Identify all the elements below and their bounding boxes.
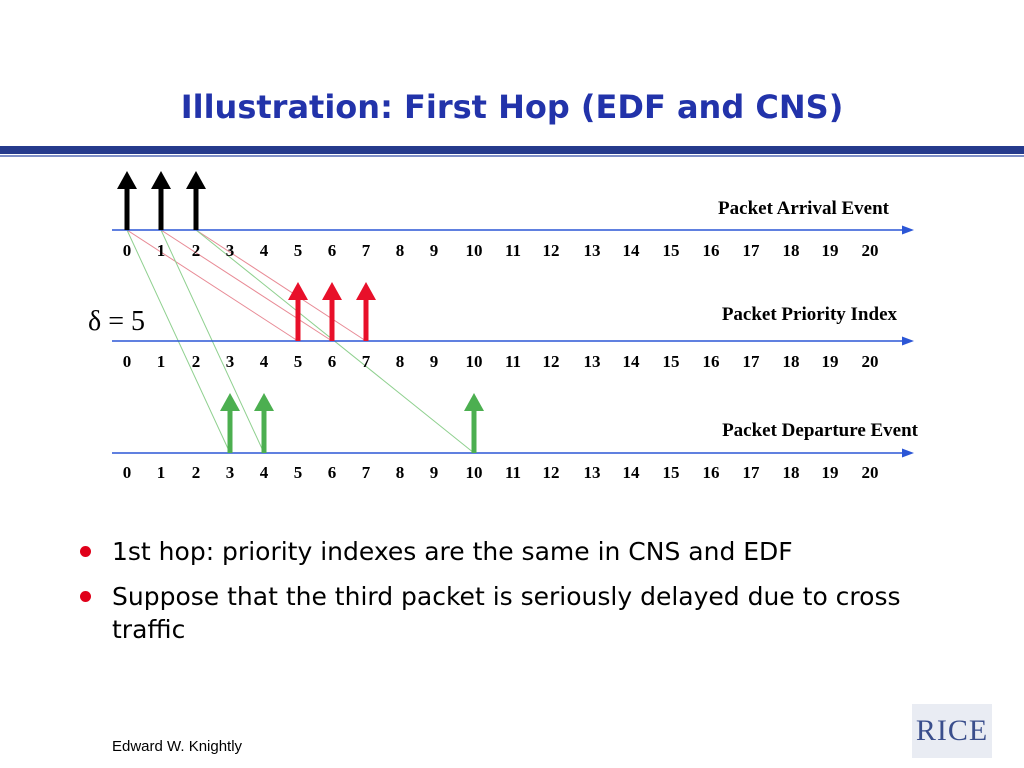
tick-label: 8 <box>396 352 405 371</box>
tick-label: 16 <box>703 241 720 260</box>
delta-label: δ = 5 <box>88 306 145 337</box>
tick-label: 0 <box>123 463 132 482</box>
tick-label: 2 <box>192 352 201 371</box>
tick-label: 10 <box>466 352 483 371</box>
tick-label: 12 <box>543 241 560 260</box>
tick-label: 8 <box>396 463 405 482</box>
tick-label: 14 <box>623 241 641 260</box>
tick-label: 11 <box>505 241 521 260</box>
tick-label: 5 <box>294 463 303 482</box>
bullet-item: 1st hop: priority indexes are the same i… <box>78 535 958 568</box>
tick-label: 2 <box>192 241 201 260</box>
timeline-title: Packet Arrival Event <box>718 198 890 219</box>
tick-label: 7 <box>362 352 371 371</box>
tick-label: 15 <box>663 352 680 371</box>
tick-label: 16 <box>703 463 720 482</box>
tick-label: 1 <box>157 352 166 371</box>
tick-label: 7 <box>362 241 371 260</box>
tick-label: 1 <box>157 463 166 482</box>
tick-label: 0 <box>123 352 132 371</box>
axis-arrowhead-icon <box>902 225 914 235</box>
bullet-dot-icon <box>80 591 91 602</box>
tick-label: 0 <box>123 241 132 260</box>
tick-label: 1 <box>157 241 166 260</box>
tick-label: 3 <box>226 352 235 371</box>
logo-text: RICE <box>915 714 989 747</box>
tick-label: 15 <box>663 463 680 482</box>
event-arrowhead-icon <box>151 171 171 189</box>
axis-arrowhead-icon <box>902 448 914 458</box>
bullet-text: Suppose that the third packet is serious… <box>112 582 901 644</box>
bullet-item: Suppose that the third packet is serious… <box>78 580 958 646</box>
tick-label: 10 <box>466 463 483 482</box>
event-arrowhead-icon <box>464 393 484 411</box>
timeline-title: Packet Departure Event <box>722 420 919 441</box>
tick-label: 20 <box>862 352 879 371</box>
tick-label: 11 <box>505 463 521 482</box>
tick-label: 4 <box>260 463 269 482</box>
tick-label: 18 <box>783 352 800 371</box>
tick-label: 18 <box>783 241 800 260</box>
event-arrowhead-icon <box>186 171 206 189</box>
title-divider-thin <box>0 155 1024 157</box>
tick-label: 7 <box>362 463 371 482</box>
tick-label: 5 <box>294 352 303 371</box>
tick-label: 14 <box>623 352 641 371</box>
link-line <box>160 229 333 342</box>
tick-label: 4 <box>260 352 269 371</box>
tick-label: 6 <box>328 352 337 371</box>
tick-label: 10 <box>466 241 483 260</box>
rice-logo: RICE <box>912 704 992 758</box>
event-arrowhead-icon <box>288 282 308 300</box>
tick-label: 19 <box>822 352 839 371</box>
link-line <box>126 229 299 342</box>
tick-label: 19 <box>822 241 839 260</box>
tick-label: 6 <box>328 463 337 482</box>
event-arrows <box>117 171 484 453</box>
tick-label: 9 <box>430 463 439 482</box>
tick-label: 4 <box>260 241 269 260</box>
event-arrowhead-icon <box>220 393 240 411</box>
tick-label: 15 <box>663 241 680 260</box>
tick-label: 12 <box>543 352 560 371</box>
bullet-list: 1st hop: priority indexes are the same i… <box>78 535 958 658</box>
axis-arrowhead-icon <box>902 336 914 346</box>
event-arrowhead-icon <box>356 282 376 300</box>
tick-label: 17 <box>743 241 761 260</box>
tick-label: 17 <box>743 352 761 371</box>
tick-label: 8 <box>396 241 405 260</box>
tick-label: 20 <box>862 241 879 260</box>
bullet-dot-icon <box>80 546 91 557</box>
tick-label: 13 <box>584 463 601 482</box>
tick-label: 12 <box>543 463 560 482</box>
timeline-title: Packet Priority Index <box>722 304 898 325</box>
tick-label: 9 <box>430 241 439 260</box>
tick-label: 2 <box>192 463 201 482</box>
tick-label: 13 <box>584 352 601 371</box>
tick-label: 17 <box>743 463 761 482</box>
tick-label: 18 <box>783 463 800 482</box>
tick-label: 3 <box>226 463 235 482</box>
tick-label: 5 <box>294 241 303 260</box>
bullet-text: 1st hop: priority indexes are the same i… <box>112 537 793 566</box>
title-divider <box>0 146 1024 154</box>
event-arrowhead-icon <box>322 282 342 300</box>
event-arrowhead-icon <box>254 393 274 411</box>
tick-label: 6 <box>328 241 337 260</box>
tick-label: 13 <box>584 241 601 260</box>
tick-label: 11 <box>505 352 521 371</box>
tick-label: 14 <box>623 463 641 482</box>
tick-label: 9 <box>430 352 439 371</box>
tick-label: 20 <box>862 463 879 482</box>
slide-title: Illustration: First Hop (EDF and CNS) <box>180 88 844 126</box>
event-arrowhead-icon <box>117 171 137 189</box>
link-line <box>195 229 367 342</box>
footer-author: Edward W. Knightly <box>112 738 243 755</box>
tick-label: 16 <box>703 352 720 371</box>
tick-label: 19 <box>822 463 839 482</box>
tick-label: 3 <box>226 241 235 260</box>
